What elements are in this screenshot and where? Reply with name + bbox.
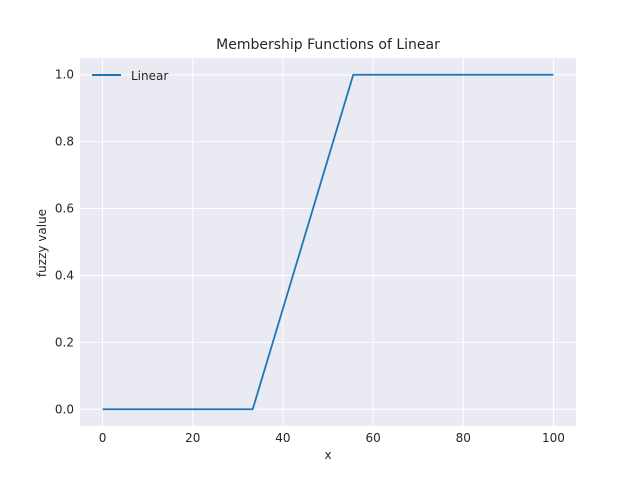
series-line-linear: [102, 73, 554, 411]
series-layer: [102, 73, 554, 411]
y-tick-label: 1.0: [55, 68, 74, 82]
plot-area: [80, 58, 576, 426]
x-tick-label: 80: [456, 431, 471, 445]
x-axis-ticks: 0 20 40 60 80 100: [99, 431, 565, 445]
x-tick-label: 100: [542, 431, 565, 445]
y-tick-label: 0.2: [55, 335, 74, 349]
x-axis-label: x: [324, 448, 331, 462]
y-axis-ticks: 0.0 0.2 0.4 0.6 0.8 1.0: [55, 68, 74, 417]
y-tick-label: 0.4: [55, 268, 74, 282]
x-tick-label: 20: [185, 431, 200, 445]
chart-title: Membership Functions of Linear: [216, 37, 440, 53]
legend: Linear: [92, 69, 168, 83]
y-axis-label: fuzzy value: [35, 209, 49, 277]
x-tick-label: 40: [275, 431, 290, 445]
x-tick-label: 0: [99, 431, 107, 445]
y-tick-label: 0.0: [55, 402, 74, 416]
y-tick-label: 0.8: [55, 135, 74, 149]
y-tick-label: 0.6: [55, 202, 74, 216]
legend-label-linear: Linear: [131, 69, 168, 83]
x-tick-label: 60: [365, 431, 380, 445]
grid-lines: [80, 58, 576, 426]
